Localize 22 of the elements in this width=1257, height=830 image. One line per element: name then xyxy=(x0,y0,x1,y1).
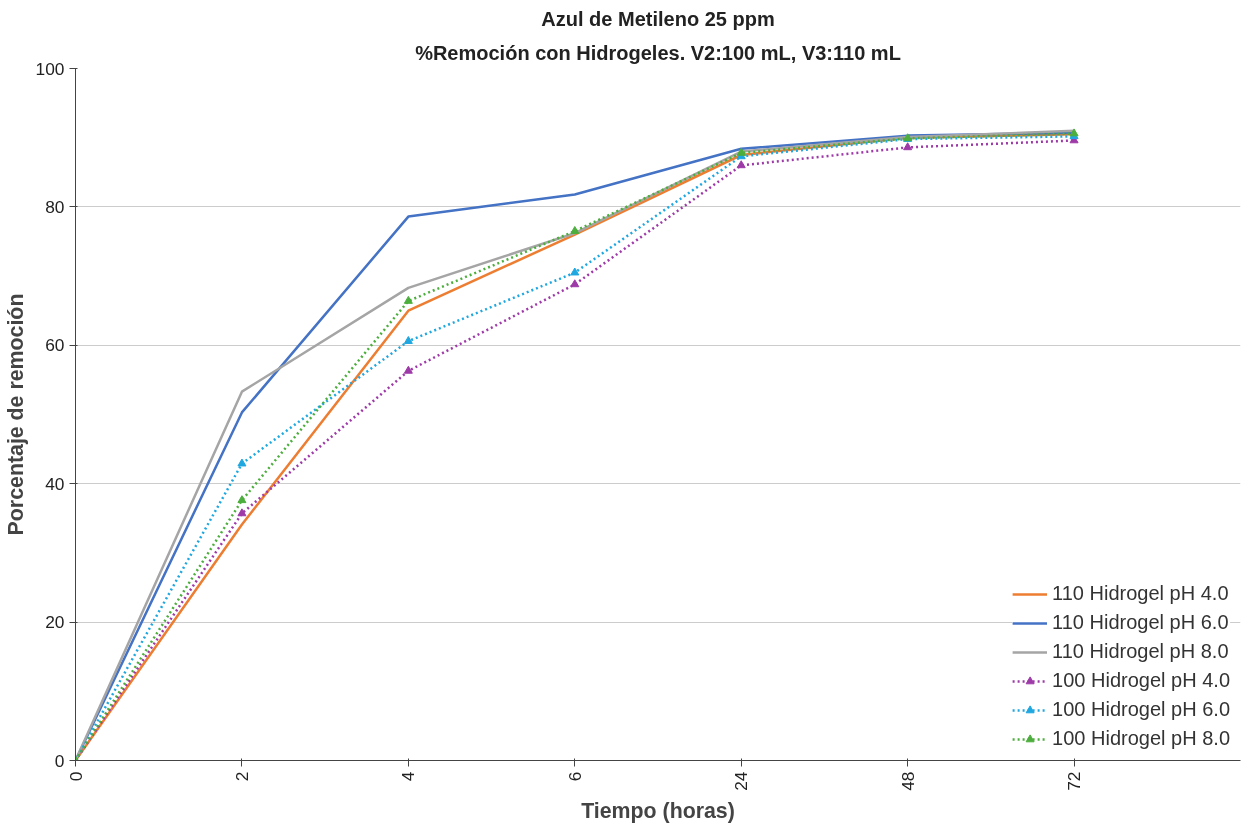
x-tick-label: 48 xyxy=(897,771,918,791)
legend-label: 110 Hidrogel pH 4.0 xyxy=(1052,582,1229,605)
y-tick-label: 20 xyxy=(45,612,65,633)
x-tick-label: 2 xyxy=(231,771,252,782)
x-tick-label: 0 xyxy=(65,771,86,782)
legend-label: 110 Hidrogel pH 6.0 xyxy=(1052,611,1229,634)
y-tick-label: 100 xyxy=(35,58,65,79)
x-axis-title: Tiempo (horas) xyxy=(581,798,735,823)
x-tick-label: 6 xyxy=(564,771,585,782)
y-axis-title: Porcentaje de remoción xyxy=(3,293,28,536)
x-tick-label: 24 xyxy=(731,771,752,791)
y-tick-label: 80 xyxy=(45,196,65,217)
legend-label: 100 Hidrogel pH 4.0 xyxy=(1052,669,1230,692)
chart-subtitle: %Remoción con Hidrogeles. V2:100 mL, V3:110 mL xyxy=(415,41,901,64)
y-tick-label: 60 xyxy=(45,335,65,356)
legend-label: 100 Hidrogel pH 8.0 xyxy=(1052,727,1230,750)
x-tick-label: 4 xyxy=(398,771,419,782)
y-tick-label: 40 xyxy=(45,473,65,494)
x-tick-label: 72 xyxy=(1064,771,1085,791)
legend-label: 110 Hidrogel pH 8.0 xyxy=(1052,640,1229,663)
chart-title: Azul de Metileno 25 ppm xyxy=(541,7,775,30)
legend-label: 100 Hidrogel pH 6.0 xyxy=(1052,698,1230,721)
